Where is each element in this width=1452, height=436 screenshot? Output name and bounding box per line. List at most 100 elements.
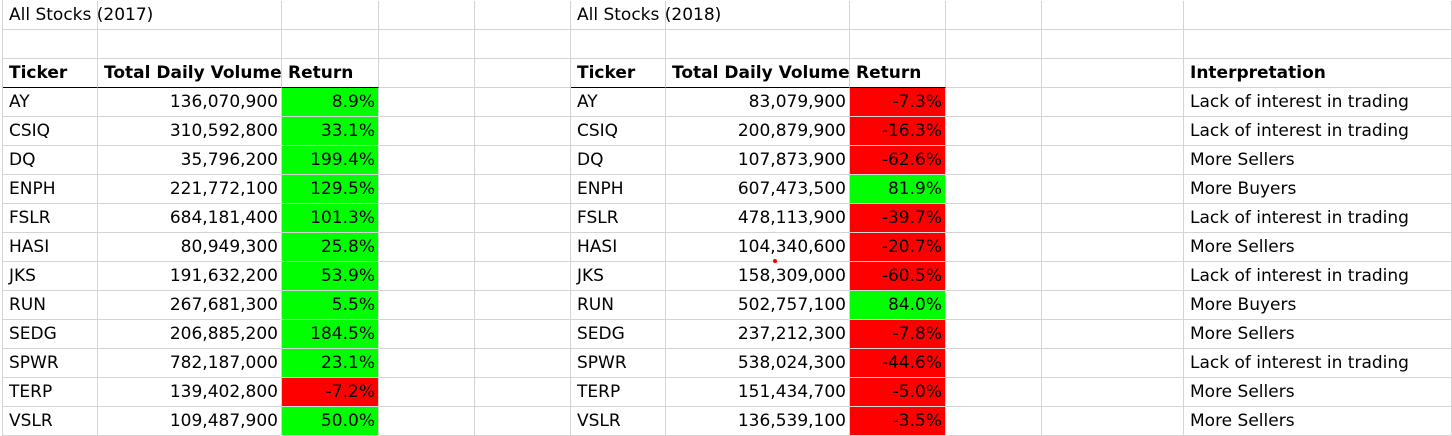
ticker-cell-2018[interactable]: ENPH — [571, 175, 666, 204]
volume-cell-2018[interactable]: 136,539,100 — [666, 407, 850, 436]
ticker-cell-2018[interactable]: DQ — [571, 146, 666, 175]
empty-cell[interactable] — [475, 30, 571, 59]
ticker-cell-2017[interactable]: SEDG — [3, 320, 98, 349]
return-cell-2017[interactable]: 25.8% — [282, 233, 379, 262]
volume-cell-2018[interactable]: 607,473,500 — [666, 175, 850, 204]
ticker-cell-2017[interactable]: DQ — [3, 146, 98, 175]
empty-cell[interactable] — [379, 378, 475, 407]
empty-cell[interactable] — [946, 117, 1042, 146]
empty-cell[interactable] — [850, 1, 946, 30]
volume-cell-2017[interactable]: 35,796,200 — [98, 146, 282, 175]
empty-cell[interactable] — [475, 146, 571, 175]
ticker-cell-2017[interactable]: AY — [3, 88, 98, 117]
ticker-cell-2018[interactable]: VSLR — [571, 407, 666, 436]
empty-cell[interactable] — [98, 30, 282, 59]
empty-cell[interactable] — [3, 30, 98, 59]
ticker-cell-2017[interactable]: RUN — [3, 291, 98, 320]
ticker-cell-2018[interactable]: HASI — [571, 233, 666, 262]
empty-cell[interactable] — [946, 378, 1042, 407]
volume-cell-2017[interactable]: 267,681,300 — [98, 291, 282, 320]
ticker-cell-2017[interactable]: SPWR — [3, 349, 98, 378]
return-cell-2018[interactable]: -3.5% — [850, 407, 946, 436]
ticker-cell-2017[interactable]: HASI — [3, 233, 98, 262]
return-cell-2017[interactable]: 5.5% — [282, 291, 379, 320]
volume-cell-2018[interactable]: 151,434,700 — [666, 378, 850, 407]
empty-cell[interactable] — [475, 204, 571, 233]
empty-cell[interactable] — [1042, 59, 1184, 88]
ticker-cell-2018[interactable]: TERP — [571, 378, 666, 407]
empty-cell[interactable] — [475, 407, 571, 436]
empty-cell[interactable] — [946, 291, 1042, 320]
volume-cell-2017[interactable]: 80,949,300 — [98, 233, 282, 262]
interpretation-cell[interactable]: Lack of interest in trading — [1184, 349, 1452, 378]
interpretation-cell[interactable]: More Buyers — [1184, 175, 1452, 204]
empty-cell[interactable] — [1042, 1, 1184, 30]
empty-cell[interactable] — [946, 175, 1042, 204]
return-cell-2017[interactable]: 53.9% — [282, 262, 379, 291]
return-cell-2017[interactable]: 101.3% — [282, 204, 379, 233]
return-cell-2017[interactable]: 8.9% — [282, 88, 379, 117]
empty-cell[interactable] — [475, 320, 571, 349]
ticker-cell-2018[interactable]: RUN — [571, 291, 666, 320]
ticker-cell-2017[interactable]: VSLR — [3, 407, 98, 436]
volume-cell-2017[interactable]: 310,592,800 — [98, 117, 282, 146]
empty-cell[interactable] — [282, 1, 379, 30]
empty-cell[interactable] — [946, 88, 1042, 117]
interpretation-cell[interactable]: More Buyers — [1184, 291, 1452, 320]
return-cell-2018[interactable]: -44.6% — [850, 349, 946, 378]
interpretation-cell[interactable]: Lack of interest in trading — [1184, 88, 1452, 117]
empty-cell[interactable] — [946, 30, 1042, 59]
empty-cell[interactable] — [379, 204, 475, 233]
volume-cell-2017[interactable]: 109,487,900 — [98, 407, 282, 436]
return-cell-2018[interactable]: -7.8% — [850, 320, 946, 349]
interpretation-cell[interactable]: Lack of interest in trading — [1184, 262, 1452, 291]
return-cell-2018[interactable]: -5.0% — [850, 378, 946, 407]
empty-cell[interactable] — [475, 349, 571, 378]
empty-cell[interactable] — [1042, 291, 1184, 320]
return-cell-2018[interactable]: -62.6% — [850, 146, 946, 175]
volume-cell-2017[interactable]: 139,402,800 — [98, 378, 282, 407]
empty-cell[interactable] — [379, 1, 475, 30]
empty-cell[interactable] — [475, 262, 571, 291]
empty-cell[interactable] — [282, 30, 379, 59]
empty-cell[interactable] — [1042, 117, 1184, 146]
empty-cell[interactable] — [1184, 30, 1452, 59]
ticker-cell-2017[interactable]: FSLR — [3, 204, 98, 233]
header-return-2018[interactable]: Return — [850, 59, 946, 88]
empty-cell[interactable] — [475, 1, 571, 30]
empty-cell[interactable] — [1042, 30, 1184, 59]
return-cell-2018[interactable]: -16.3% — [850, 117, 946, 146]
ticker-cell-2017[interactable]: CSIQ — [3, 117, 98, 146]
header-return-2017[interactable]: Return — [282, 59, 379, 88]
return-cell-2017[interactable]: 50.0% — [282, 407, 379, 436]
volume-cell-2017[interactable]: 136,070,900 — [98, 88, 282, 117]
ticker-cell-2017[interactable]: ENPH — [3, 175, 98, 204]
empty-cell[interactable] — [1042, 88, 1184, 117]
empty-cell[interactable] — [666, 30, 850, 59]
empty-cell[interactable] — [946, 59, 1042, 88]
interpretation-cell[interactable]: Lack of interest in trading — [1184, 204, 1452, 233]
empty-cell[interactable] — [1042, 204, 1184, 233]
volume-cell-2017[interactable]: 206,885,200 — [98, 320, 282, 349]
empty-cell[interactable] — [946, 1, 1042, 30]
empty-cell[interactable] — [1184, 1, 1452, 30]
volume-cell-2017[interactable]: 191,632,200 — [98, 262, 282, 291]
empty-cell[interactable] — [1042, 175, 1184, 204]
interpretation-cell[interactable]: More Sellers — [1184, 407, 1452, 436]
ticker-cell-2018[interactable]: AY — [571, 88, 666, 117]
empty-cell[interactable] — [379, 320, 475, 349]
empty-cell[interactable] — [475, 175, 571, 204]
volume-cell-2018[interactable]: 538,024,300 — [666, 349, 850, 378]
empty-cell[interactable] — [379, 146, 475, 175]
ticker-cell-2018[interactable]: SEDG — [571, 320, 666, 349]
empty-cell[interactable] — [1042, 320, 1184, 349]
volume-cell-2018[interactable]: 200,879,900 — [666, 117, 850, 146]
empty-cell[interactable] — [571, 30, 666, 59]
empty-cell[interactable] — [946, 349, 1042, 378]
return-cell-2017[interactable]: 184.5% — [282, 320, 379, 349]
empty-cell[interactable] — [850, 30, 946, 59]
interpretation-cell[interactable]: More Sellers — [1184, 320, 1452, 349]
empty-cell[interactable] — [98, 1, 282, 30]
header-ticker-2018[interactable]: Ticker — [571, 59, 666, 88]
return-cell-2017[interactable]: -7.2% — [282, 378, 379, 407]
